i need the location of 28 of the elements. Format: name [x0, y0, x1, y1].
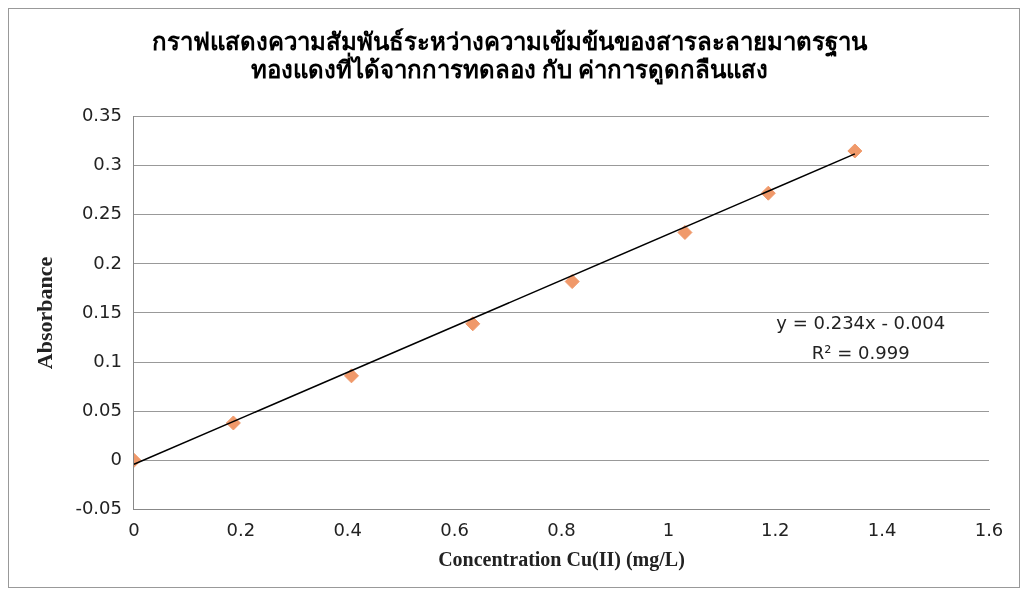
point [564, 274, 580, 290]
annotation: R² = 0.999 [811, 341, 910, 363]
y-tick-label: 0 [110, 447, 122, 469]
y-axis-title: Absorbance [31, 256, 57, 370]
y-tick-label: 0.05 [81, 398, 122, 420]
point [343, 368, 359, 384]
x-tick-label: 0.8 [547, 518, 576, 540]
x-tick-label: 0.6 [440, 518, 469, 540]
y-tick-label: 0.1 [93, 349, 122, 371]
x-axis-title: Concentration Cu(II) (mg/L) [438, 548, 685, 572]
x-tick-label: 0.2 [226, 518, 256, 540]
x-tick-label: 0.4 [333, 518, 363, 540]
annotation: y = 0.234x - 0.004 [776, 311, 946, 333]
chart-title: กราฟแสดงความสัมพันธ์ระหว่างความเข้มข้นของสารละลายมาตรฐาน ทองแดงที่ได้จากการทดลอง กับ ค่าการดูดกลืนแสง [151, 27, 868, 86]
x-tick-label: 1.4 [867, 518, 897, 540]
point [465, 316, 481, 332]
point [847, 143, 863, 159]
y-tick-label: 0.35 [81, 104, 122, 126]
y-tick-label: 0.25 [81, 202, 122, 224]
y-tick-label: 0.2 [93, 251, 122, 273]
x-tick-label: 1.2 [760, 518, 790, 540]
y-tick-label: 0.15 [81, 300, 122, 322]
point [677, 224, 693, 240]
x-tick-label: 1 [662, 518, 675, 540]
y-tick-label: 0.3 [93, 153, 122, 175]
y-tick-label: -0.05 [75, 497, 122, 519]
x-tick-label: 1.6 [974, 518, 1004, 540]
x-tick-label: 0 [128, 518, 140, 540]
